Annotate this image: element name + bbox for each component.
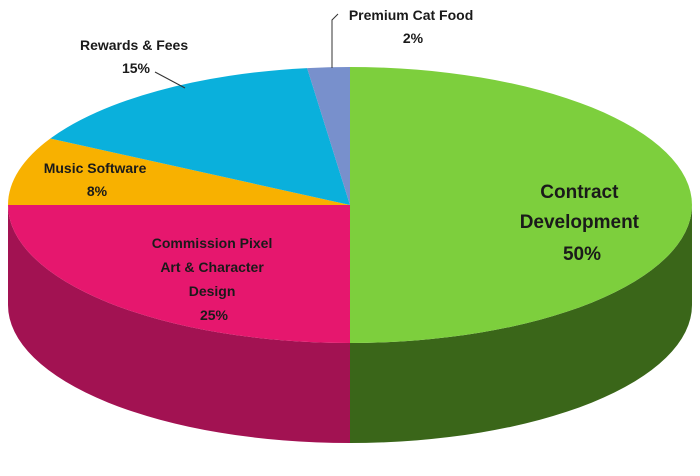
slice-label-rewards-fees: Rewards & Fees 15%: [80, 37, 192, 76]
side-shading: [8, 205, 692, 443]
slice-music-software: [8, 138, 350, 205]
slice-label-premium-cat-food: Premium Cat Food 2%: [349, 7, 477, 46]
slice-commission-pixel-art-character-design: [8, 205, 350, 343]
slice-premium-cat-food: [307, 67, 350, 205]
side-wall-commission-pixel-art-character-design: [8, 205, 350, 443]
slice-label-contract-development: Contract Development 50%: [520, 182, 645, 265]
leader-lines: [154, 13, 339, 89]
pie-top-faces: [8, 67, 692, 343]
leader-premium-cat-food: [331, 13, 339, 68]
slice-contract-development: [350, 67, 692, 343]
slice-label-commission-pixel-art: Commission Pixel Art & Character Design …: [152, 235, 276, 323]
side-wall-contract-development: [350, 205, 692, 443]
slice-label-music-software: Music Software 8%: [44, 160, 151, 199]
pie-side-walls: [8, 205, 692, 443]
slice-rewards-fees: [50, 68, 351, 206]
leader-rewards-fees: [154, 71, 186, 89]
